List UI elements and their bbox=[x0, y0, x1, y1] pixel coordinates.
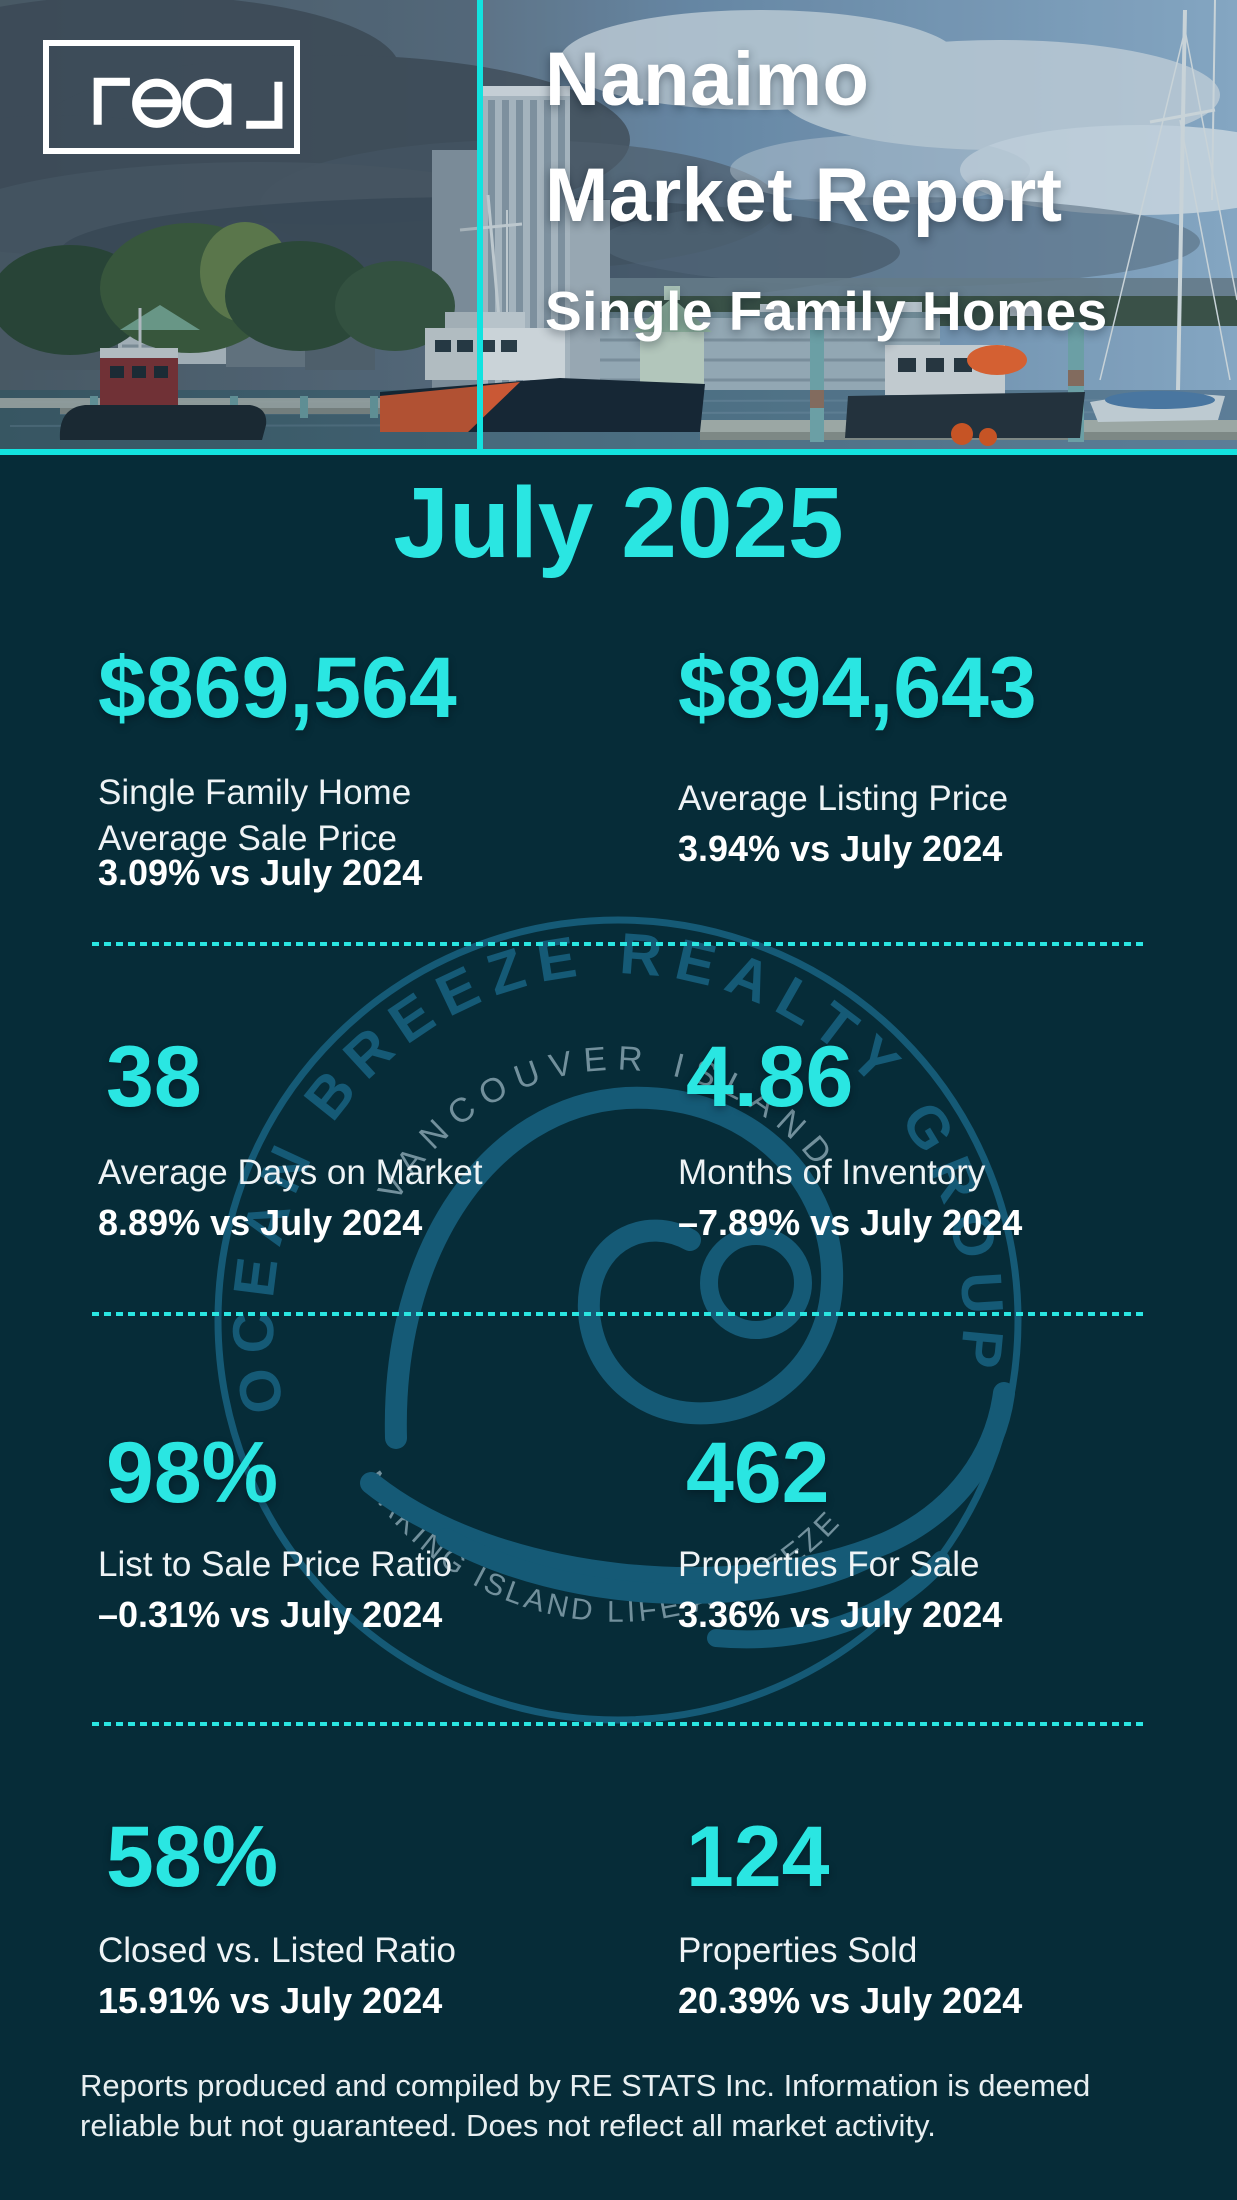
stat-change-days-on-market: 8.89% vs July 2024 bbox=[98, 1202, 423, 1243]
sailboat-masts bbox=[1099, 0, 1237, 391]
stat-value-months-inventory: 4.86 bbox=[686, 1029, 854, 1125]
stat-value-days-on-market: 38 bbox=[106, 1029, 202, 1125]
row-divider-3 bbox=[92, 1722, 1148, 1726]
stat-label-average-listing-price: Average Listing Price bbox=[678, 779, 1009, 818]
stat-label-closed-vs-listed: Closed vs. Listed Ratio bbox=[98, 1931, 456, 1970]
stat-value-properties-sold: 124 bbox=[686, 1809, 830, 1905]
real-logo-glyphs bbox=[93, 77, 283, 129]
stat-value-list-to-sale-ratio: 98% bbox=[106, 1425, 279, 1521]
stat-value-closed-vs-listed: 58% bbox=[106, 1809, 279, 1905]
stat-label-months-inventory: Months of Inventory bbox=[678, 1153, 986, 1192]
stat-value-average-listing-price: $894,643 bbox=[678, 640, 1037, 736]
stat-change-closed-vs-listed: 15.91% vs July 2024 bbox=[98, 1980, 443, 2021]
real-logo bbox=[43, 40, 300, 154]
row-divider-2 bbox=[92, 1312, 1148, 1316]
stat-label-days-on-market: Average Days on Market bbox=[98, 1153, 483, 1192]
stat-label-properties-sold: Properties Sold bbox=[678, 1931, 918, 1970]
month-title: July 2025 bbox=[393, 467, 844, 579]
stat-change-average-listing-price: 3.94% vs July 2024 bbox=[678, 828, 1003, 869]
harbor-photo: Nanaimo Market Report Single Family Home… bbox=[0, 0, 1237, 449]
stat-change-list-to-sale-ratio: –0.31% vs July 2024 bbox=[98, 1594, 443, 1635]
rescue-vessel bbox=[380, 194, 705, 432]
fishing-boat bbox=[810, 322, 1225, 446]
stat-label-list-to-sale-ratio: List to Sale Price Ratio bbox=[98, 1545, 453, 1584]
report-subtitle: Single Family Homes bbox=[545, 280, 1108, 342]
stat-change-months-inventory: –7.89% vs July 2024 bbox=[678, 1202, 1023, 1243]
stat-change-average-sale-price: 3.09% vs July 2024 bbox=[98, 852, 423, 893]
stat-value-properties-for-sale: 462 bbox=[686, 1425, 830, 1521]
header-divider-line bbox=[477, 0, 483, 449]
photo-bottom-border bbox=[0, 449, 1237, 455]
report-title-line1: Nanaimo bbox=[545, 37, 870, 122]
disclaimer-text: Reports produced and compiled by RE STAT… bbox=[80, 2068, 1091, 2144]
stat-label-average-sale-price: Single Family Home Average Sale Price bbox=[98, 773, 412, 859]
report-title-line2: Market Report bbox=[545, 153, 1063, 238]
row-divider-1 bbox=[92, 942, 1148, 946]
stat-value-average-sale-price: $869,564 bbox=[98, 640, 457, 736]
stat-change-properties-sold: 20.39% vs July 2024 bbox=[678, 1980, 1023, 2021]
trees bbox=[0, 222, 455, 355]
tug-boat bbox=[59, 308, 267, 440]
stat-label-properties-for-sale: Properties For Sale bbox=[678, 1545, 980, 1584]
stat-change-properties-for-sale: 3.36% vs July 2024 bbox=[678, 1594, 1003, 1635]
clouds bbox=[560, 10, 1237, 215]
